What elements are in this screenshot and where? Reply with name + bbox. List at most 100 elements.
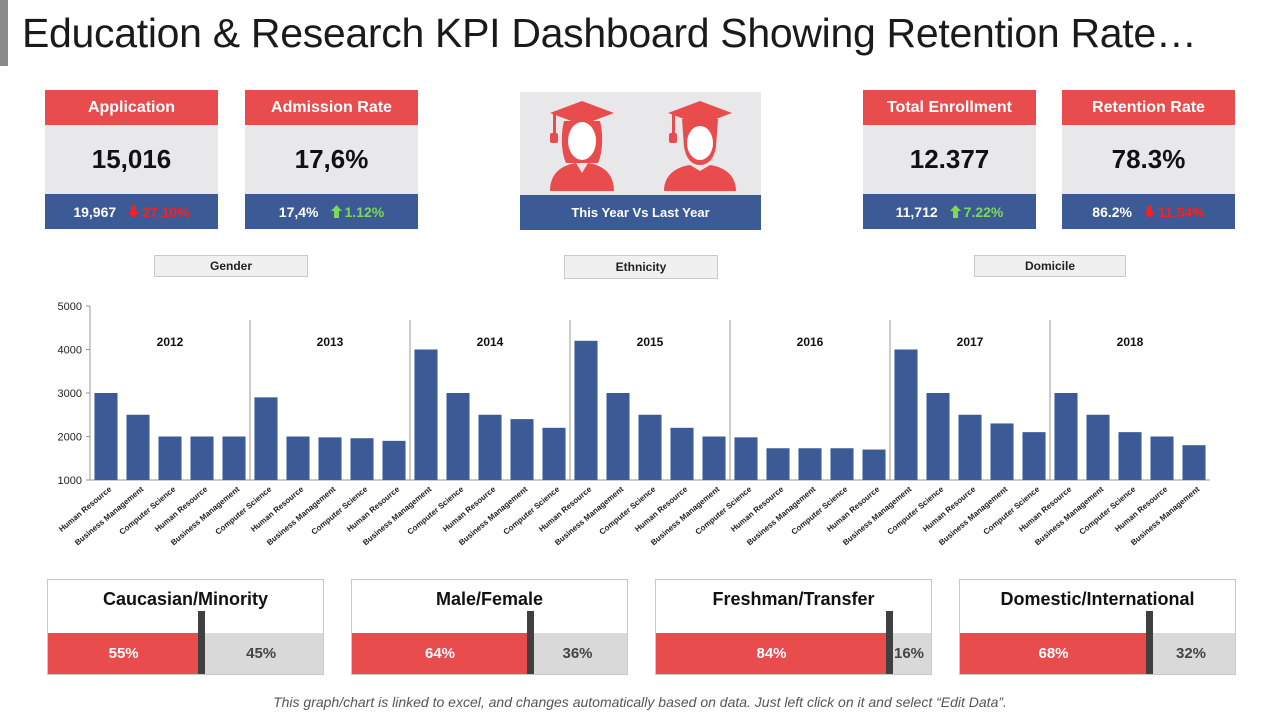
- bar: [446, 393, 470, 480]
- year-comparison-card: This Year Vs Last Year: [520, 92, 761, 230]
- arrow-down-icon: [128, 205, 140, 218]
- x-tick-label: Computer Science: [598, 484, 658, 536]
- domicile-filter-button[interactable]: Domicile: [974, 255, 1126, 277]
- ratio-card-caucasian-minority: Caucasian/Minority 55% 45%: [47, 579, 324, 675]
- ratio-title: Domestic/International: [1000, 588, 1195, 609]
- bar: [1022, 432, 1046, 480]
- bar: [766, 448, 790, 480]
- bar: [1150, 436, 1174, 480]
- kpi-previous: 17,4%: [278, 203, 319, 220]
- x-tick-label: Computer Science: [1078, 484, 1138, 536]
- ratio-marker: [1146, 611, 1153, 674]
- kpi-label: Admission Rate: [245, 90, 418, 125]
- year-label: 2015: [637, 335, 664, 349]
- arrow-up-icon: [949, 205, 961, 218]
- kpi-change: 27.10%: [142, 203, 190, 220]
- bar: [254, 397, 278, 480]
- kpi-value: 12.377: [909, 144, 990, 174]
- bar: [190, 436, 214, 480]
- arrow-down-icon: [1143, 205, 1155, 218]
- kpi-delta: 11.54%: [1143, 203, 1205, 220]
- bar: [734, 437, 758, 480]
- bar: [94, 393, 118, 480]
- year-label: 2012: [157, 335, 184, 349]
- x-tick-label: Computer Science: [886, 484, 946, 536]
- bar: [990, 423, 1014, 480]
- bar: [830, 448, 854, 480]
- kpi-change: 11.54%: [1157, 203, 1205, 220]
- bar: [1054, 393, 1078, 480]
- ratio-card-domestic-international: Domestic/International 68% 32%: [959, 579, 1236, 675]
- female-graduate-icon: [550, 101, 614, 191]
- kpi-previous: 19,967: [73, 203, 117, 220]
- ratio-segment-primary: 55%: [48, 633, 200, 674]
- bar: [894, 349, 918, 480]
- x-tick-label: Computer Science: [790, 484, 850, 536]
- kpi-value: 15,016: [91, 144, 172, 174]
- bar: [670, 427, 694, 480]
- bar: [158, 436, 182, 480]
- kpi-label: Total Enrollment: [863, 90, 1036, 125]
- y-tick-label: 4000: [58, 345, 82, 357]
- ratio-segment-secondary: 45%: [199, 633, 323, 674]
- x-tick-label: Computer Science: [310, 484, 370, 536]
- ratio-segment-secondary: 32%: [1147, 633, 1235, 674]
- ethnicity-filter-button[interactable]: Ethnicity: [564, 255, 718, 279]
- kpi-card-total-enrollment: Total Enrollment 12.377 11,712 7.22%: [863, 90, 1036, 229]
- y-tick-label: 1000: [58, 475, 82, 487]
- year-label: 2017: [957, 335, 984, 349]
- ratio-title: Freshman/Transfer: [712, 588, 875, 609]
- x-tick-label: Computer Science: [118, 484, 178, 536]
- bar: [1086, 414, 1110, 480]
- bar: [350, 438, 374, 480]
- kpi-delta: 7.22%: [949, 203, 1004, 220]
- kpi-footer: 86.2% 11.54%: [1062, 194, 1235, 229]
- ratio-marker: [198, 611, 206, 674]
- ratio-title: Caucasian/Minority: [102, 588, 269, 609]
- x-tick-label: Computer Science: [406, 484, 466, 536]
- bar: [126, 414, 150, 480]
- bar: [318, 437, 342, 480]
- bar: [638, 414, 662, 480]
- bar: [286, 436, 310, 480]
- bar: [510, 419, 534, 480]
- kpi-delta: 27.10%: [128, 203, 190, 220]
- kpi-value: 78.3%: [1111, 144, 1186, 174]
- year-label: 2014: [477, 335, 504, 349]
- kpi-label: Retention Rate: [1062, 90, 1235, 125]
- kpi-change: 7.22%: [963, 203, 1004, 220]
- kpi-delta: 1.12%: [330, 203, 385, 220]
- kpi-value: 17,6%: [294, 144, 369, 174]
- ratio-segment-secondary: 16%: [887, 633, 931, 674]
- bar: [478, 414, 502, 480]
- gender-filter-button[interactable]: Gender: [154, 255, 308, 277]
- x-tick-label: Human Resource: [57, 484, 114, 534]
- ratio-card-freshman-transfer: Freshman/Transfer 84% 16%: [655, 579, 932, 675]
- year-label: 2018: [1117, 335, 1144, 349]
- kpi-footer: 11,712 7.22%: [863, 194, 1036, 229]
- footnote: This graph/chart is linked to excel, and…: [273, 694, 1007, 710]
- title-accent-bar: [0, 0, 8, 66]
- bar: [574, 340, 598, 480]
- x-tick-label: Computer Science: [214, 484, 274, 536]
- ratio-marker: [527, 611, 534, 674]
- x-tick-label: Computer Science: [694, 484, 754, 536]
- year-label: 2013: [317, 335, 344, 349]
- bar: [542, 427, 566, 480]
- male-graduate-icon: [664, 101, 736, 191]
- bar: [798, 448, 822, 480]
- ratio-segment-primary: 84%: [656, 633, 887, 674]
- kpi-label: Application: [45, 90, 218, 125]
- kpi-footer: 19,967 27.10%: [45, 194, 218, 229]
- ratio-bar: 64% 36%: [352, 633, 627, 674]
- kpi-card-admission-rate: Admission Rate 17,6% 17,4% 1.12%: [245, 90, 418, 229]
- y-tick-label: 3000: [58, 388, 82, 400]
- ratio-card-male-female: Male/Female 64% 36%: [351, 579, 628, 675]
- year-comparison-caption: This Year Vs Last Year: [520, 195, 761, 230]
- ratio-bar: 84% 16%: [656, 633, 931, 674]
- year-label: 2016: [797, 335, 824, 349]
- bar: [382, 440, 406, 480]
- ratio-bar: 68% 32%: [960, 633, 1235, 674]
- kpi-change: 1.12%: [344, 203, 385, 220]
- y-tick-label: 2000: [58, 432, 82, 444]
